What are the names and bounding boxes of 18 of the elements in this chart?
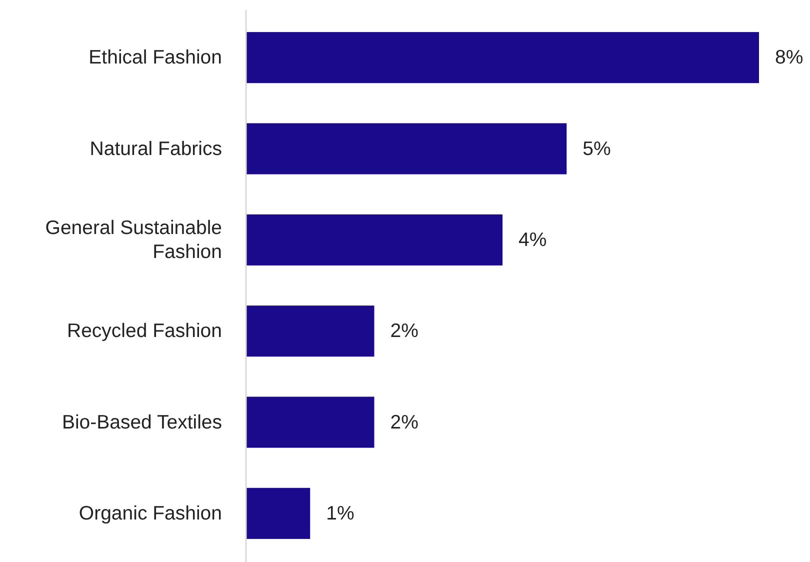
bar: [246, 123, 567, 174]
y-tick-label: Bio-Based Textiles: [62, 411, 222, 434]
y-tick-label: Natural Fabrics: [90, 138, 222, 160]
bar: [246, 488, 310, 539]
data-label: 4%: [518, 228, 547, 251]
data-label: 2%: [390, 411, 418, 434]
y-tick-label: Recycled Fashion: [67, 320, 222, 342]
y-tick-label: General Sustainable Fashion: [45, 216, 222, 263]
bar: [246, 306, 374, 357]
y-tick-label: Organic Fashion: [78, 502, 222, 524]
bar: [246, 32, 759, 84]
y-tick-label: Ethical Fashion: [88, 46, 222, 69]
bar: [246, 396, 374, 448]
data-label: 5%: [582, 138, 611, 160]
data-label: 8%: [775, 46, 804, 69]
data-label: 2%: [390, 320, 418, 342]
bar: [246, 214, 502, 266]
data-label: 1%: [326, 502, 354, 524]
